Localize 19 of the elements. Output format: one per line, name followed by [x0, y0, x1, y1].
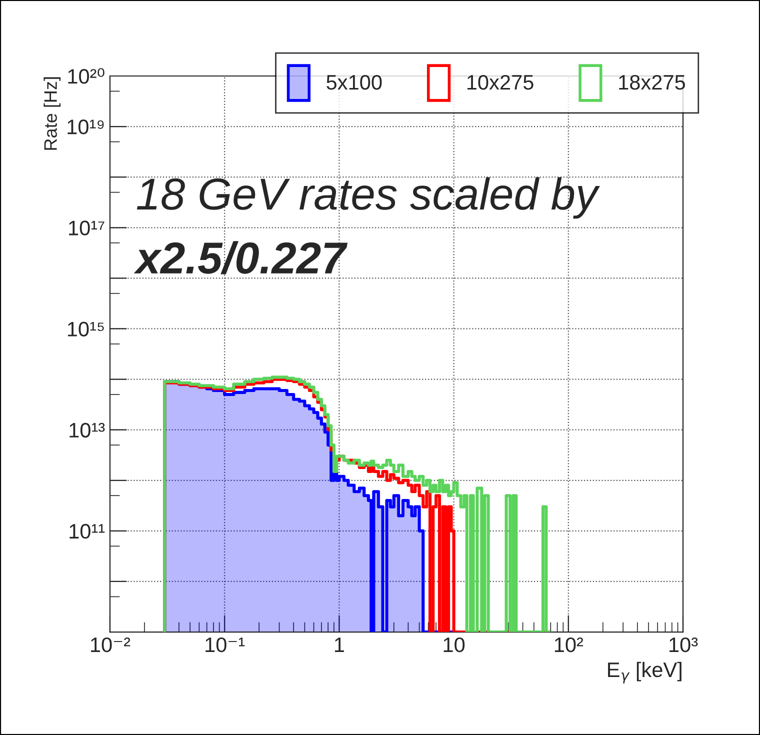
annotation: x2.5/0.227: [134, 241, 348, 274]
legend-label: 18x275: [619, 74, 686, 90]
y-tick-label: 10¹⁹: [68, 120, 104, 134]
x-tick-label: 1: [334, 638, 344, 652]
y-tick-label: 10¹⁵: [68, 322, 104, 336]
x-axis-title: E$_{γ}$ [keV]: [608, 662, 682, 684]
y-tick-label: 10¹¹: [70, 524, 105, 539]
legend-label: 5x100: [326, 74, 382, 90]
annotation: 18 GeV rates scaled by: [136, 177, 600, 219]
x-tick-label: 10: [444, 637, 465, 652]
y-tick-label: 10¹³: [70, 422, 105, 438]
y-axis-title: Rate [Hz]: [44, 77, 61, 150]
x-tick-label: 10³: [670, 637, 698, 652]
x-tick-label: 10²: [554, 637, 584, 652]
x-tick-label: 10⁻²: [91, 637, 130, 652]
y-tick-label: 10¹⁷: [69, 220, 104, 236]
y-tick-label: 10²⁰: [68, 68, 104, 84]
x-tick-label: 10⁻¹: [206, 637, 245, 652]
legend-label: 10x275: [467, 74, 534, 90]
